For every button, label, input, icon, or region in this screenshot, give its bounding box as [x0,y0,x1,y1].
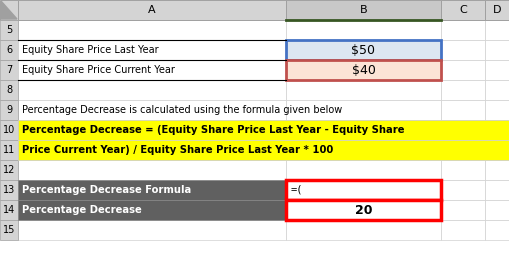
Text: B: B [359,5,366,15]
Text: Percentage Decrease Formula: Percentage Decrease Formula [22,185,191,195]
Bar [286,160,440,180]
Bar [484,180,509,200]
Bar [440,220,484,240]
Bar [440,140,484,160]
Text: $40: $40 [351,63,375,76]
Bar [18,120,509,140]
Text: Percentage Decrease is calculated using the formula given below: Percentage Decrease is calculated using … [22,105,342,115]
Text: =(: =( [291,185,303,195]
Bar [18,200,286,220]
Bar [0,180,18,200]
Bar [484,140,509,160]
Bar [18,220,286,240]
Text: D: D [492,5,501,15]
Bar [286,0,440,20]
Bar [18,200,286,220]
Text: 14: 14 [3,205,15,215]
Text: Equity Share Price Current Year: Equity Share Price Current Year [22,65,175,75]
Bar [18,40,286,60]
Text: Equity Share Price Last Year: Equity Share Price Last Year [22,45,158,55]
Bar [440,60,484,80]
Bar [440,180,484,200]
Bar [286,120,440,140]
Text: A: A [148,5,156,15]
Text: 5: 5 [6,25,12,35]
Bar [18,80,286,100]
Text: Percentage Decrease: Percentage Decrease [22,205,142,215]
Bar [440,160,484,180]
Bar [484,220,509,240]
Text: 6: 6 [6,45,12,55]
Bar [18,180,286,200]
Bar [0,60,18,80]
Bar [286,40,440,60]
Text: Price Current Year) / Equity Share Price Last Year * 100: Price Current Year) / Equity Share Price… [22,145,332,155]
Bar [484,120,509,140]
Bar [18,60,286,80]
Bar [440,40,484,60]
Bar [18,100,286,120]
Text: 9: 9 [6,105,12,115]
Bar [440,120,484,140]
Bar [0,140,18,160]
Bar [286,200,440,220]
Text: 12: 12 [3,165,15,175]
Bar [484,200,509,220]
Bar [0,160,18,180]
Text: $50: $50 [351,43,375,57]
Text: 15: 15 [3,225,15,235]
Bar [18,20,286,40]
Bar [0,220,18,240]
Bar [484,20,509,40]
Bar [440,200,484,220]
Text: 20: 20 [354,204,372,217]
Bar [0,100,18,120]
Bar [18,120,286,140]
Bar [286,20,440,40]
Bar [286,80,440,100]
Bar [286,60,440,80]
Bar [484,0,509,20]
Bar [286,200,440,220]
Polygon shape [1,1,17,19]
Bar [484,80,509,100]
Bar [0,200,18,220]
Bar [18,0,286,20]
Bar [18,40,286,60]
Text: 10: 10 [3,125,15,135]
Bar [286,100,440,120]
Bar [18,140,286,160]
Bar [440,100,484,120]
Text: 13: 13 [3,185,15,195]
Bar [286,220,440,240]
Bar [440,80,484,100]
Bar [18,160,286,180]
Bar [0,40,18,60]
Bar [286,60,440,80]
Bar [286,140,440,160]
Bar [18,180,286,200]
Text: 7: 7 [6,65,12,75]
Bar [484,100,509,120]
Text: Percentage Decrease = (Equity Share Price Last Year - Equity Share: Percentage Decrease = (Equity Share Pric… [22,125,404,135]
Bar [0,80,18,100]
Bar [286,180,440,200]
Bar [440,0,484,20]
Bar [484,40,509,60]
Bar [484,160,509,180]
Text: C: C [458,5,466,15]
Bar [484,60,509,80]
Bar [18,140,509,160]
Bar [0,20,18,40]
Bar [0,120,18,140]
Bar [286,180,440,200]
Text: 8: 8 [6,85,12,95]
Bar [0,0,18,20]
Bar [18,60,286,80]
Bar [286,40,440,60]
Bar [440,20,484,40]
Text: 11: 11 [3,145,15,155]
